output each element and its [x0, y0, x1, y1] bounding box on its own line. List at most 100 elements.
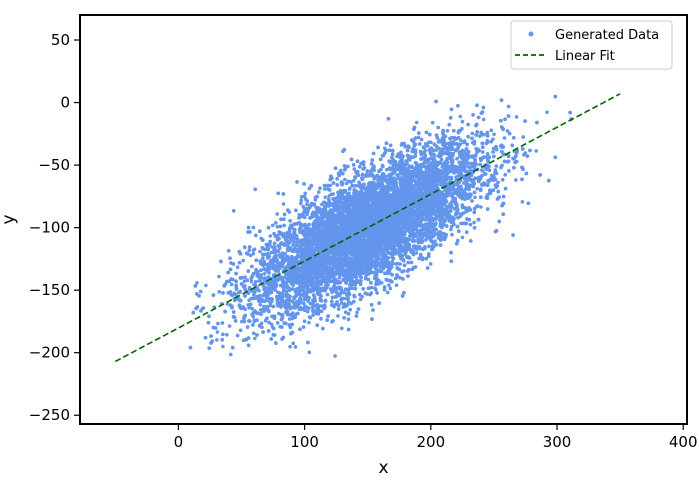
- data-point: [445, 128, 450, 133]
- data-point: [215, 330, 220, 334]
- data-point: [225, 302, 230, 306]
- data-point: [333, 354, 337, 358]
- data-point: [355, 310, 359, 315]
- data-point: [204, 283, 208, 288]
- data-point: [336, 314, 340, 318]
- data-point: [247, 248, 251, 252]
- data-point: [339, 301, 344, 305]
- data-point: [235, 265, 240, 270]
- data-point: [307, 350, 312, 355]
- data-point: [299, 195, 304, 199]
- data-point: [448, 202, 452, 206]
- data-point: [299, 201, 303, 206]
- data-point: [342, 164, 347, 168]
- data-point: [242, 279, 247, 284]
- data-point: [502, 136, 507, 140]
- data-point: [329, 303, 334, 307]
- data-point: [268, 303, 273, 308]
- data-point: [221, 344, 225, 349]
- data-point: [370, 285, 374, 290]
- data-point: [475, 187, 480, 191]
- data-point: [413, 151, 418, 155]
- data-point: [287, 317, 292, 321]
- scatter-points: [188, 94, 573, 358]
- data-point: [460, 235, 465, 240]
- data-point: [275, 224, 280, 229]
- data-point: [290, 322, 295, 327]
- data-point: [317, 190, 321, 194]
- data-point: [343, 177, 347, 182]
- data-point: [522, 153, 526, 157]
- data-point: [248, 253, 253, 258]
- data-point: [545, 110, 549, 114]
- data-point: [479, 205, 483, 209]
- data-point: [307, 320, 311, 325]
- data-point: [331, 192, 336, 196]
- data-point: [288, 344, 292, 349]
- data-point: [473, 195, 477, 200]
- data-point: [414, 251, 419, 255]
- data-point: [270, 223, 275, 228]
- data-point: [449, 224, 454, 229]
- data-point: [195, 281, 199, 285]
- data-point: [458, 138, 463, 142]
- data-point: [494, 164, 499, 168]
- data-point: [258, 302, 263, 307]
- data-point: [352, 167, 357, 171]
- data-point: [460, 119, 465, 124]
- data-point: [406, 260, 410, 265]
- data-point: [534, 149, 538, 153]
- data-point: [481, 117, 486, 122]
- data-point: [302, 319, 307, 324]
- data-point: [458, 114, 463, 119]
- data-point: [343, 310, 348, 315]
- data-point: [323, 195, 328, 200]
- data-point: [430, 120, 435, 125]
- data-point: [427, 244, 431, 249]
- data-point: [340, 326, 344, 331]
- data-point: [227, 324, 232, 328]
- data-point: [514, 178, 518, 182]
- data-point: [419, 137, 424, 142]
- data-point: [450, 232, 454, 237]
- data-point: [414, 120, 419, 125]
- data-point: [415, 247, 419, 252]
- data-point: [455, 156, 459, 161]
- data-point: [449, 227, 453, 232]
- data-point: [238, 328, 243, 333]
- data-point: [520, 200, 525, 204]
- data-point: [492, 132, 496, 137]
- data-point: [387, 283, 391, 287]
- data-point: [275, 212, 280, 216]
- data-point: [489, 139, 494, 144]
- data-point: [281, 202, 286, 206]
- data-point: [373, 286, 377, 291]
- data-point: [216, 321, 220, 326]
- data-point: [253, 336, 257, 341]
- data-point: [491, 137, 495, 141]
- data-point: [217, 274, 221, 279]
- data-point: [262, 272, 267, 276]
- data-point: [514, 115, 519, 119]
- data-point: [258, 249, 262, 254]
- data-point: [360, 294, 365, 299]
- data-point: [250, 306, 254, 311]
- data-point: [225, 333, 229, 337]
- data-point: [348, 307, 353, 312]
- data-point: [293, 345, 298, 349]
- data-point: [215, 338, 219, 342]
- data-point: [268, 234, 273, 238]
- data-point: [269, 322, 274, 327]
- data-point: [354, 184, 358, 188]
- data-point: [311, 313, 315, 317]
- data-point: [240, 319, 244, 324]
- data-point: [251, 252, 256, 256]
- data-point: [417, 256, 421, 261]
- data-point: [416, 135, 421, 140]
- data-point: [252, 296, 257, 301]
- data-point: [327, 194, 331, 198]
- data-point: [391, 184, 395, 189]
- data-point: [472, 220, 476, 225]
- data-point: [259, 268, 263, 273]
